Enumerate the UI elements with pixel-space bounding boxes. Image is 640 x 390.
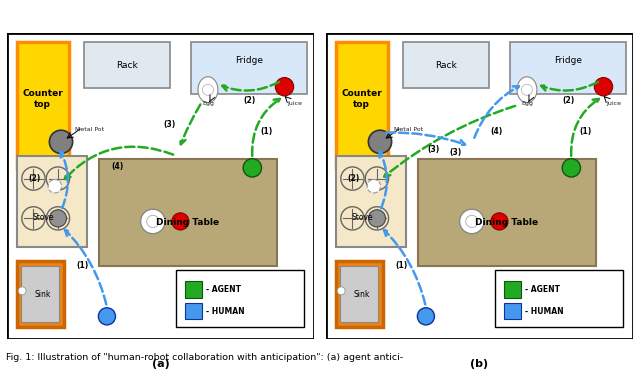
Bar — [335, 261, 383, 327]
Circle shape — [367, 179, 381, 193]
Text: (1): (1) — [579, 127, 591, 136]
Text: Fig. 1: Illustration of "human-robot collaboration with anticipation": (a) agent: Fig. 1: Illustration of "human-robot col… — [6, 353, 404, 362]
Text: Counter
top: Counter top — [341, 89, 382, 108]
Circle shape — [46, 207, 70, 230]
Circle shape — [365, 167, 388, 190]
Circle shape — [275, 78, 294, 96]
Bar — [17, 261, 64, 327]
Bar — [185, 303, 202, 319]
Bar — [335, 156, 406, 247]
Text: (4): (4) — [490, 127, 502, 136]
Circle shape — [365, 207, 388, 230]
Text: Metal Pot: Metal Pot — [75, 127, 104, 132]
Text: (4): (4) — [111, 162, 124, 171]
Circle shape — [417, 308, 435, 325]
Circle shape — [466, 215, 478, 227]
Text: (1): (1) — [260, 127, 272, 136]
Circle shape — [341, 167, 364, 190]
Text: Stove: Stove — [33, 213, 54, 222]
Text: Rack: Rack — [435, 61, 457, 70]
Text: Egg: Egg — [521, 101, 533, 106]
Bar — [510, 43, 627, 94]
Circle shape — [49, 130, 72, 154]
Circle shape — [337, 287, 345, 295]
Text: - HUMAN: - HUMAN — [207, 307, 245, 316]
Ellipse shape — [517, 77, 537, 103]
Text: (1): (1) — [396, 261, 408, 270]
Bar — [335, 43, 388, 168]
Text: Sink: Sink — [35, 290, 51, 299]
Text: (2): (2) — [348, 174, 360, 183]
Bar — [191, 43, 307, 94]
Text: - AGENT: - AGENT — [207, 285, 241, 294]
Bar — [99, 159, 277, 266]
Bar — [504, 303, 521, 319]
Circle shape — [99, 308, 115, 325]
Circle shape — [522, 84, 532, 95]
Circle shape — [147, 215, 159, 227]
Circle shape — [22, 167, 45, 190]
Text: Dining Table: Dining Table — [476, 218, 539, 227]
Circle shape — [46, 167, 70, 190]
Bar — [403, 43, 489, 88]
Bar — [185, 281, 202, 298]
Text: Dining Table: Dining Table — [157, 218, 220, 227]
Circle shape — [49, 210, 67, 227]
Ellipse shape — [198, 77, 218, 103]
Bar — [17, 156, 87, 247]
Circle shape — [22, 207, 45, 230]
Bar — [21, 266, 60, 323]
Text: Rack: Rack — [116, 61, 138, 70]
Bar — [495, 270, 623, 327]
Text: (a): (a) — [152, 359, 170, 369]
Circle shape — [141, 209, 165, 234]
Text: (b): (b) — [470, 359, 488, 369]
Text: (3): (3) — [428, 145, 440, 154]
Circle shape — [369, 130, 392, 154]
Bar — [340, 266, 378, 323]
Bar — [504, 281, 521, 298]
Circle shape — [341, 207, 364, 230]
Circle shape — [491, 213, 508, 230]
Bar — [17, 43, 68, 168]
Bar — [419, 159, 596, 266]
Text: Metal Pot: Metal Pot — [394, 127, 423, 132]
Circle shape — [243, 159, 262, 177]
Text: - HUMAN: - HUMAN — [525, 307, 564, 316]
Circle shape — [172, 213, 189, 230]
Bar — [176, 270, 305, 327]
Circle shape — [460, 209, 484, 234]
Text: (3): (3) — [449, 148, 461, 157]
Circle shape — [202, 84, 214, 95]
Text: Juice: Juice — [287, 101, 303, 106]
Text: Egg: Egg — [202, 101, 214, 106]
Text: Fridge: Fridge — [236, 56, 263, 65]
Text: Counter
top: Counter top — [22, 89, 63, 108]
Text: (2): (2) — [243, 96, 255, 105]
Text: Fridge: Fridge — [554, 56, 582, 65]
Circle shape — [595, 78, 612, 96]
Text: (1): (1) — [76, 261, 88, 270]
Circle shape — [369, 210, 385, 227]
Bar — [84, 43, 170, 88]
Circle shape — [18, 287, 26, 295]
Text: Stove: Stove — [351, 213, 373, 222]
Text: (2): (2) — [562, 96, 575, 105]
Text: (2): (2) — [29, 174, 41, 183]
Circle shape — [562, 159, 580, 177]
Circle shape — [48, 179, 61, 193]
Text: - AGENT: - AGENT — [525, 285, 561, 294]
Text: Juice: Juice — [607, 101, 621, 106]
Text: (3): (3) — [164, 121, 176, 129]
Text: Sink: Sink — [353, 290, 370, 299]
